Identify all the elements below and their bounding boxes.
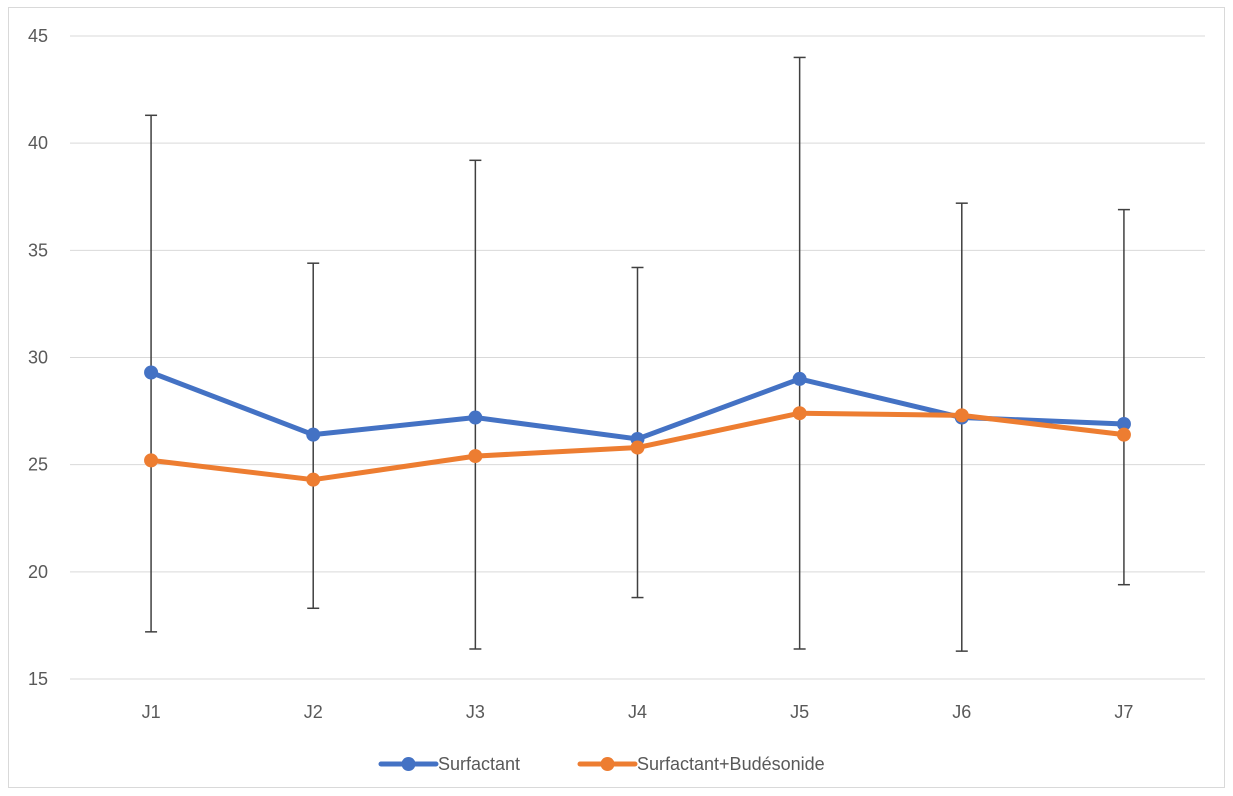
legend-label: Surfactant	[438, 754, 520, 774]
data-point-surfactant-bud-sonide	[954, 408, 969, 423]
x-tick-label: J5	[790, 702, 809, 722]
gridlines	[70, 35, 1205, 680]
y-tick-label: 45	[28, 26, 48, 46]
x-tick-label: J1	[142, 702, 161, 722]
data-point-surfactant	[792, 371, 807, 386]
data-point-surfactant	[306, 427, 321, 442]
legend-item-surfactant: Surfactant	[378, 754, 520, 774]
legend-swatch-marker	[600, 757, 615, 771]
data-point-surfactant-bud-sonide	[468, 449, 483, 464]
data-point-surfactant	[468, 410, 483, 425]
y-tick-label: 20	[28, 562, 48, 582]
y-tick-label: 35	[28, 240, 48, 260]
data-point-surfactant-bud-sonide	[630, 440, 645, 455]
x-axis-tick-labels: J1 J2 J3 J4 J5 J6 J7	[142, 702, 1134, 722]
series	[144, 365, 1131, 487]
x-tick-label: J7	[1114, 702, 1133, 722]
x-tick-label: J6	[952, 702, 971, 722]
legend-item-surfactant-bud-sonide: Surfactant+Budésonide	[577, 754, 825, 774]
x-tick-label: J3	[466, 702, 485, 722]
y-tick-label: 40	[28, 133, 48, 153]
y-tick-label: 15	[28, 669, 48, 689]
data-point-surfactant-bud-sonide	[144, 453, 159, 468]
data-point-surfactant	[1116, 416, 1131, 431]
y-tick-label: 30	[28, 348, 48, 368]
data-point-surfactant	[144, 365, 159, 380]
data-point-surfactant-bud-sonide	[1116, 427, 1131, 442]
x-tick-label: J2	[304, 702, 323, 722]
data-point-surfactant-bud-sonide	[792, 406, 807, 421]
x-tick-label: J4	[628, 702, 647, 722]
error-bars	[145, 56, 1130, 652]
y-axis-tick-labels: 15 20 25 30 35 40 45	[28, 26, 48, 689]
legend-label: Surfactant+Budésonide	[637, 754, 825, 774]
legend-swatch-marker	[401, 757, 416, 771]
y-tick-label: 25	[28, 455, 48, 475]
legend: Surfactant Surfactant+Budésonide	[378, 754, 825, 774]
data-point-surfactant-bud-sonide	[306, 472, 321, 487]
